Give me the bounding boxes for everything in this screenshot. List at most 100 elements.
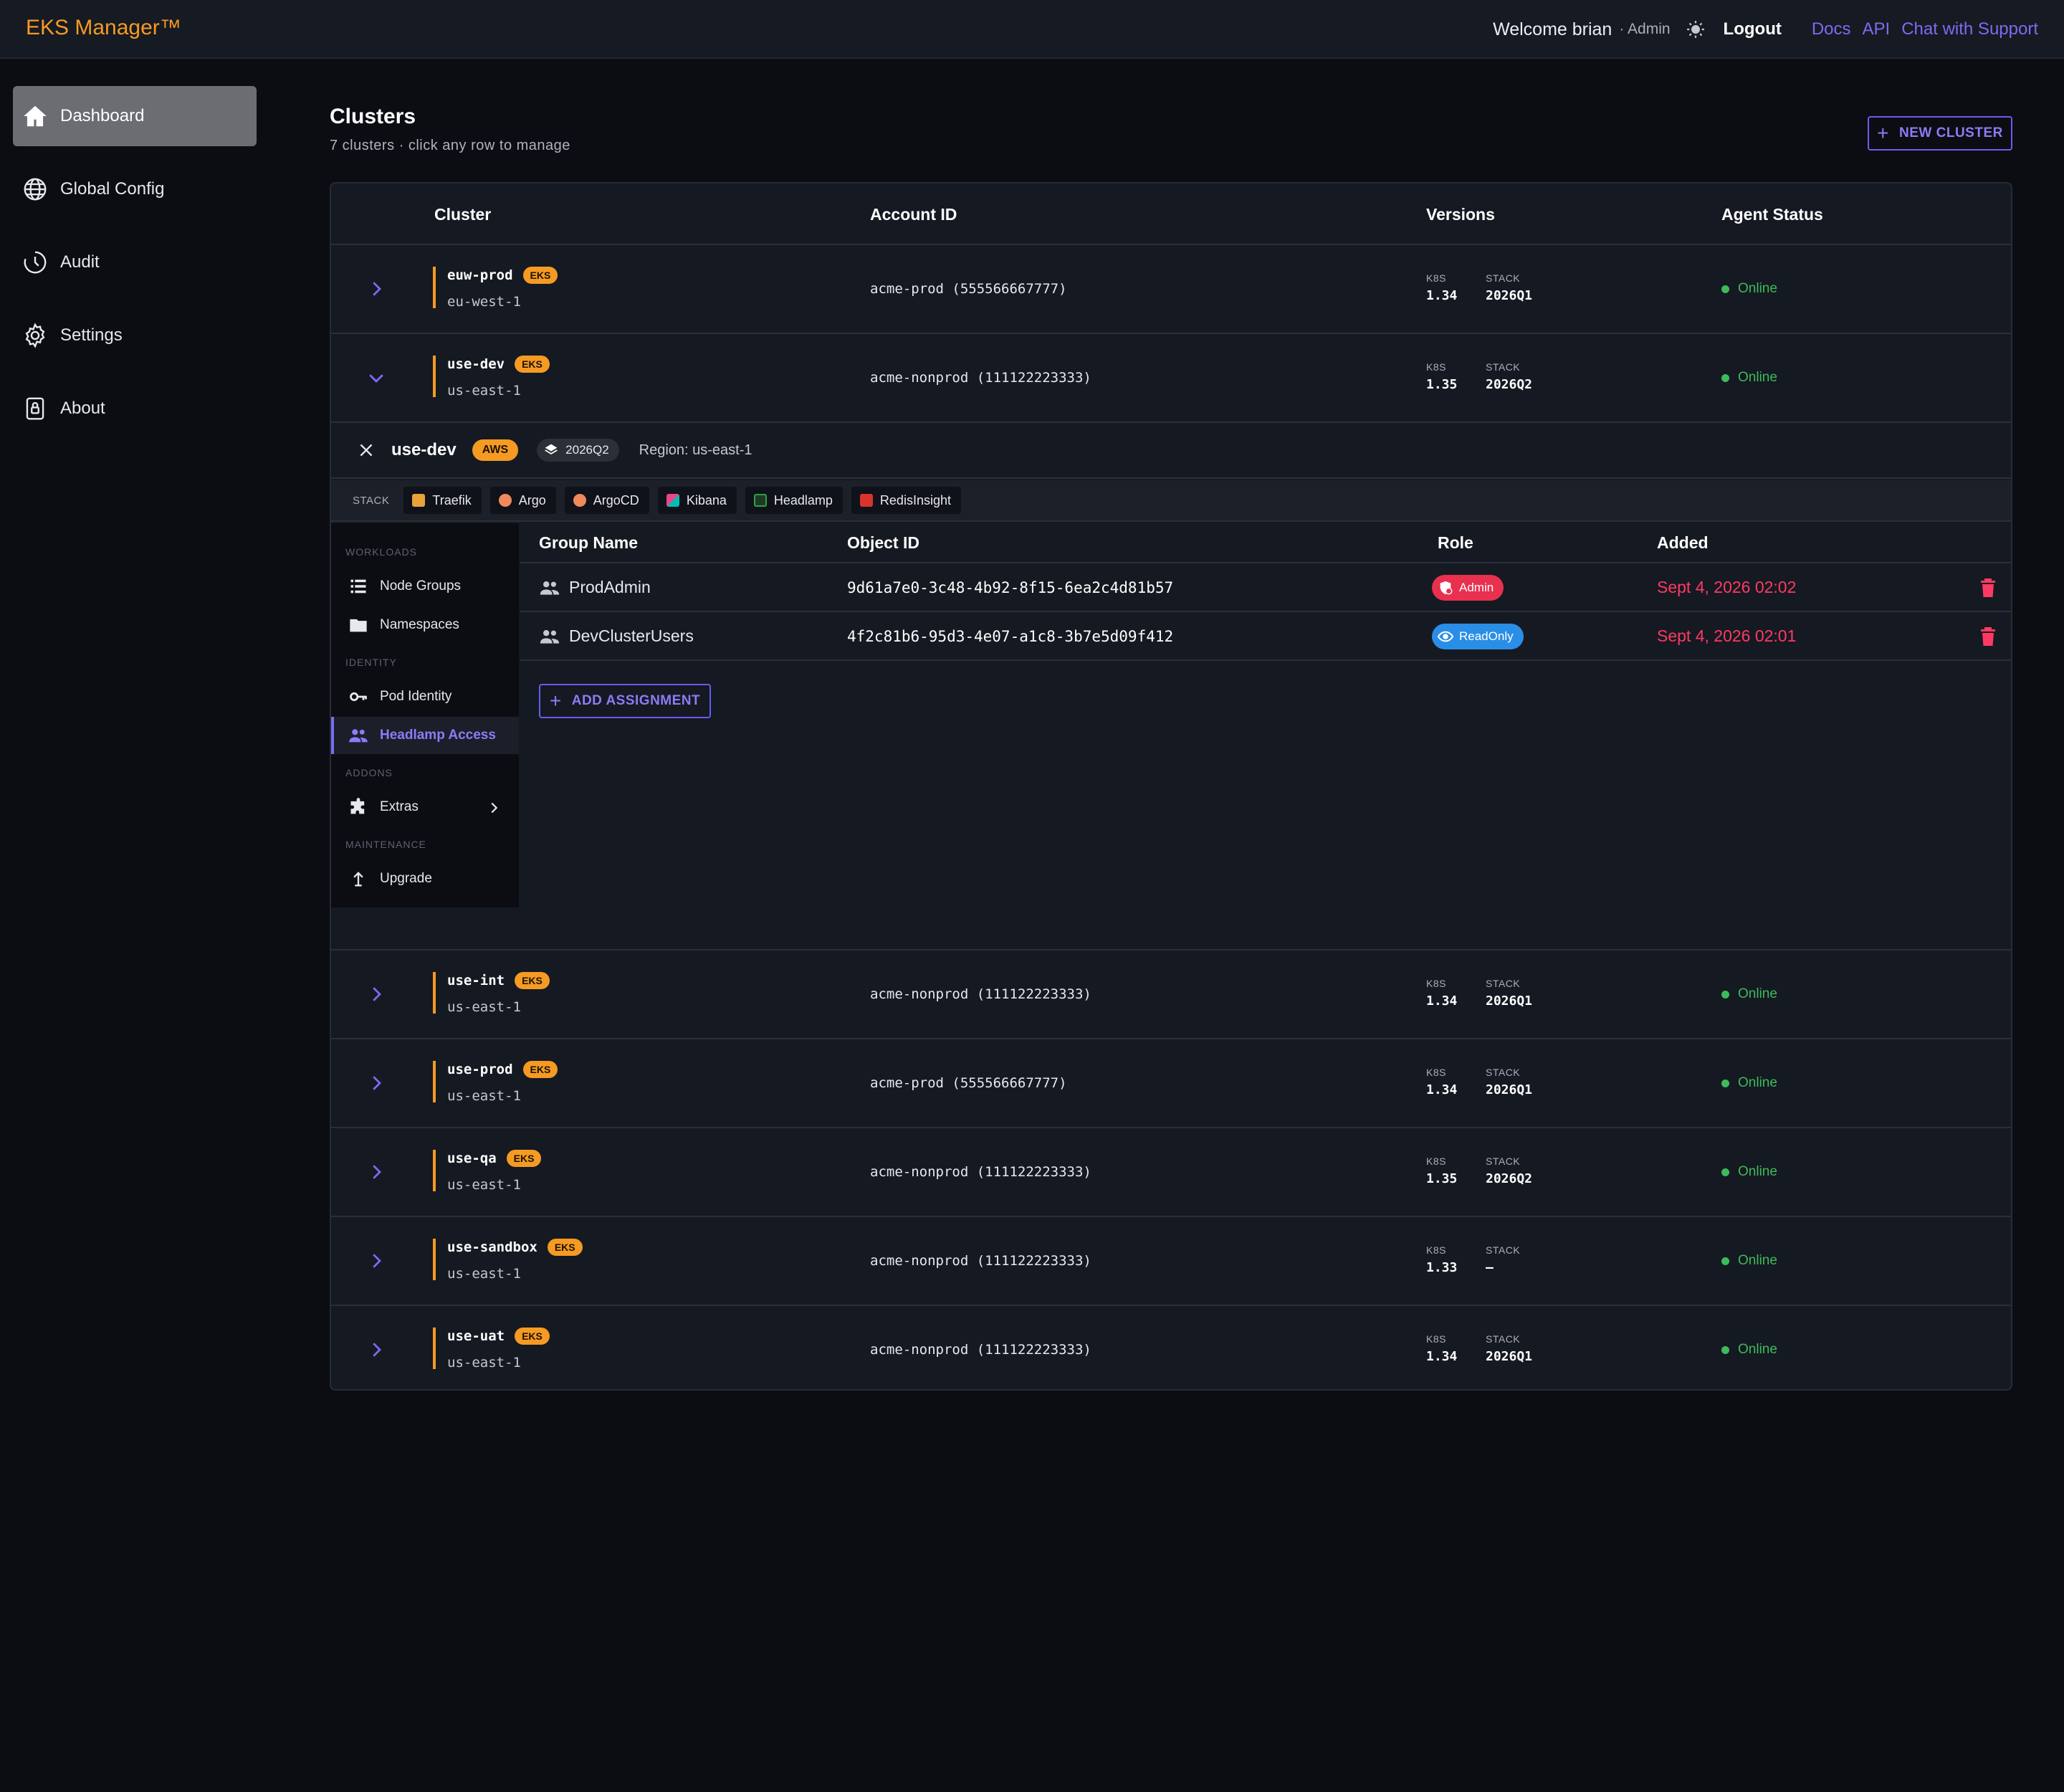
table-row[interactable]: euw-prod EKS eu-west-1 acme-prod (5555666… [331,245,2011,334]
trash-icon[interactable] [1979,578,1997,598]
argocd-icon [573,494,586,507]
eks-badge: EKS [547,1239,583,1256]
sidebar-item-label: Global Config [60,179,165,199]
agent-status: Online [1721,1253,1777,1269]
panel-region: Region: us-east-1 [639,442,752,458]
sidebar-item-audit[interactable]: Audit [13,232,257,292]
stack-label: STACK [1486,978,1521,989]
column-header[interactable]: Versions [1426,205,1495,224]
cluster-name-cell: euw-prod EKS eu-west-1 [433,267,558,310]
new-cluster-button[interactable]: + NEW CLUSTER [1868,116,2012,151]
agent-status: Online [1721,1342,1777,1358]
column-header[interactable]: Agent Status [1721,205,1823,224]
add-assignment-label: ADD ASSIGNMENT [571,693,701,708]
docs-link[interactable]: Docs [1811,19,1851,39]
account-id: acme-nonprod (111122223333) [870,370,1091,386]
table-row[interactable]: use-uat EKS us-east-1 acme-nonprod (11112… [331,1306,2011,1389]
group-icon [540,629,560,644]
account-id: acme-nonprod (111122223333) [870,1164,1091,1180]
column-header[interactable]: Cluster [434,205,492,224]
stack-chip-redisinsight[interactable]: RedisInsight [851,487,961,514]
traefik-icon [412,494,426,507]
headlamp-access-grid: Group Name Object ID Role Added ProdAdmi… [520,523,2011,907]
chevron-right-icon[interactable] [366,1250,387,1272]
sidebar-item-settings[interactable]: Settings [13,305,257,366]
stack-version: 2026Q1 [1486,1349,1533,1364]
table-row[interactable]: use-dev EKS us-east-1 acme-nonprod (11112… [331,334,2011,423]
stack-label: STACK [1486,1244,1521,1256]
sun-icon[interactable] [1686,20,1705,39]
chevron-right-icon[interactable] [366,1072,387,1094]
side-item-node-groups[interactable]: Node Groups [331,568,519,605]
account-id: acme-nonprod (111122223333) [870,1253,1091,1269]
chevron-right-icon[interactable] [366,1339,387,1360]
role-text: Admin [1459,581,1494,594]
account-id: acme-nonprod (111122223333) [870,986,1091,1002]
table-row[interactable]: use-qa EKS us-east-1 acme-nonprod (111122… [331,1128,2011,1217]
trash-icon[interactable] [1979,626,1997,647]
stack-chip-kibana[interactable]: Kibana [657,487,737,514]
column-header[interactable]: Role [1438,533,1473,552]
support-link[interactable]: Chat with Support [1901,19,2038,39]
chip-label: Traefik [432,492,472,507]
brand-title[interactable]: EKS Manager™ [26,16,181,39]
sidebar-item-label: Dashboard [60,106,145,125]
side-item-headlamp-access[interactable]: Headlamp Access [331,717,519,754]
side-item-pod-identity[interactable]: Pod Identity [331,678,519,715]
column-header[interactable]: Group Name [539,533,639,552]
stack-label: STACK [1486,361,1521,373]
chevron-down-icon[interactable] [366,367,387,389]
versions-cell: K8S 1.34 STACK 2026Q1 [1426,1067,1554,1097]
stack-chip-traefik[interactable]: Traefik [403,487,482,514]
chevron-right-icon[interactable] [366,983,387,1005]
stack-chip-headlamp[interactable]: Headlamp [745,487,843,514]
plus-icon: + [1877,122,1890,144]
table-row[interactable]: use-int EKS us-east-1 acme-nonprod (11112… [331,950,2011,1039]
chip-label: Headlamp [773,492,833,507]
api-link[interactable]: API [1862,19,1891,39]
versions-cell: K8S 1.34 STACK 2026Q1 [1426,1333,1554,1364]
table-row[interactable]: use-sandbox EKS us-east-1 acme-nonprod (1… [331,1217,2011,1306]
status-dot [1721,990,1729,999]
eks-badge: EKS [522,267,558,284]
chevron-right-icon[interactable] [366,1161,387,1183]
side-item-namespaces[interactable]: Namespaces [331,606,519,644]
plus-icon: + [549,690,562,712]
side-item-label: Node Groups [380,578,462,594]
cluster-region: us-east-1 [447,1355,521,1371]
close-icon[interactable] [357,441,376,459]
stack-chip-argo[interactable]: Argo [489,487,556,514]
k8s-version: 1.35 [1426,1171,1458,1186]
chevron-right-icon[interactable] [366,278,387,300]
cluster-name: use-prod [447,1062,513,1077]
side-item-extras[interactable]: Extras [331,788,519,826]
sidebar-item-label: Settings [60,325,123,345]
column-header[interactable]: Added [1657,533,1709,552]
column-header[interactable]: Account ID [870,205,957,224]
side-item-upgrade[interactable]: Upgrade [331,860,519,897]
stack-chip-argocd[interactable]: ArgoCD [564,487,649,514]
sidebar: Dashboard Global Config Audit Settings A… [0,60,267,1792]
lock-icon [26,397,44,420]
clusters-table: Cluster Account ID Versions Agent Status… [330,182,2012,1391]
sidebar-item-about[interactable]: About [13,378,257,439]
versions-cell: K8S 1.33 STACK – [1426,1244,1542,1275]
role-badge: Admin [1432,575,1504,601]
cluster-region: us-east-1 [447,1088,521,1104]
logout-button[interactable]: Logout [1723,19,1782,39]
stack-version: 2026Q1 [1486,288,1533,303]
column-header[interactable]: Object ID [847,533,919,552]
stack-label: STACK [1486,1333,1521,1345]
k8s-label: K8S [1426,978,1446,989]
stack-version-badge: 2026Q2 [537,439,619,462]
sidebar-item-dashboard[interactable]: Dashboard [13,86,257,146]
folder-icon [350,619,367,632]
sidebar-item-global-config[interactable]: Global Config [13,159,257,219]
object-id: 9d61a7e0-3c48-4b92-8f15-6ea2c4d81b57 [847,579,1174,596]
table-row[interactable]: use-prod EKS us-east-1 acme-prod (5555666… [331,1039,2011,1128]
list-icon [350,579,366,594]
status-text: Online [1738,1253,1777,1268]
sidebar-item-label: About [60,399,105,418]
new-cluster-label: NEW CLUSTER [1899,125,2003,140]
add-assignment-button[interactable]: + ADD ASSIGNMENT [539,684,711,718]
